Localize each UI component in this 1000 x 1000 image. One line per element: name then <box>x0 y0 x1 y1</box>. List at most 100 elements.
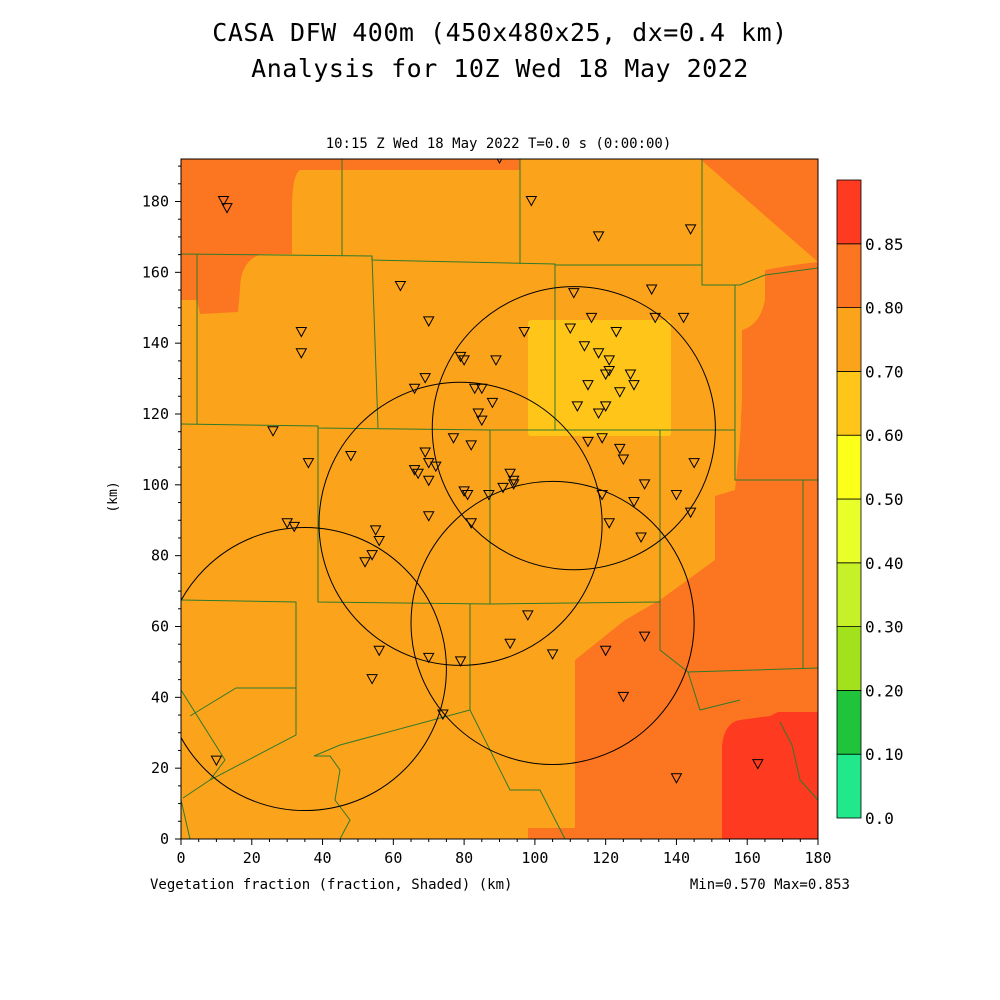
station-marker <box>613 443 626 455</box>
station-marker <box>419 447 432 458</box>
y-tick-label: 80 <box>151 547 169 565</box>
station-marker <box>373 645 386 657</box>
station-marker <box>571 401 584 412</box>
radar-range-ring <box>181 526 447 812</box>
colorbar: 0.0 0.10 0.20 0.30 0.40 0.50 0.60 0.70 0.80 0.85 <box>836 179 904 828</box>
station-marker <box>578 341 591 352</box>
station-marker <box>369 525 382 536</box>
station-marker <box>465 440 478 451</box>
station-marker <box>366 674 378 685</box>
colorbar-swatch <box>836 243 862 309</box>
x-axis: 0 20 40 60 80 100 120 140 160 180 <box>176 839 832 867</box>
station-marker <box>483 489 495 501</box>
station-marker <box>599 401 612 412</box>
y-axis: 0 20 40 60 80 100 120 140 160 180 <box>142 165 181 848</box>
station-marker <box>454 656 467 667</box>
colorbar-swatch <box>836 753 862 819</box>
field-region-high-ne <box>575 159 818 839</box>
station-marker <box>295 348 308 359</box>
station-marker <box>486 397 499 409</box>
x-tick-label: 40 <box>314 849 332 867</box>
station-marker <box>518 327 531 338</box>
station-marker <box>628 380 640 391</box>
station-marker <box>670 773 683 784</box>
station-marker <box>419 373 432 384</box>
station-marker <box>628 497 640 508</box>
station-marker <box>507 475 520 487</box>
station-marker <box>422 475 435 487</box>
station-marker <box>490 355 502 366</box>
y-tick-label: 120 <box>142 405 169 423</box>
station-marker <box>564 323 577 335</box>
y-tick-label: 40 <box>151 688 169 706</box>
station-marker <box>497 482 509 494</box>
x-tick-label: 140 <box>663 849 690 867</box>
y-axis-label: (km) <box>106 481 121 512</box>
colorbar-label: 0.20 <box>865 681 904 700</box>
station-marker <box>525 196 538 207</box>
station-marker <box>751 759 764 770</box>
chart-title: CASA DFW 400m (450x480x25, dx=0.4 km) <box>212 18 788 47</box>
y-tick-label: 60 <box>151 618 169 636</box>
station-marker <box>454 351 467 363</box>
station-marker <box>504 638 516 650</box>
station-marker <box>610 327 623 338</box>
min-max-label: Min=0.570 Max=0.853 <box>689 877 850 893</box>
y-tick-label: 100 <box>142 476 169 494</box>
station-marker <box>468 383 481 395</box>
station-marker <box>677 312 690 324</box>
station-marker <box>617 691 630 703</box>
station-marker <box>603 518 616 529</box>
colorbar-label: 0.40 <box>865 554 904 573</box>
station-marker <box>603 366 616 377</box>
station-marker <box>567 288 580 299</box>
station-marker <box>267 426 279 437</box>
x-tick-label: 60 <box>384 849 402 867</box>
station-marker <box>366 550 378 561</box>
station-marker <box>688 458 700 469</box>
station-marker <box>408 383 421 395</box>
station-marker <box>521 610 534 621</box>
station-marker <box>596 489 608 501</box>
station-marker <box>465 518 478 529</box>
colorbar-swatch <box>836 626 862 691</box>
colorbar-swatch <box>836 370 862 436</box>
chart-subtitle: Analysis for 10Z Wed 18 May 2022 <box>251 54 749 83</box>
station-marker <box>458 355 470 366</box>
station-marker <box>412 468 424 480</box>
station-marker <box>472 408 485 420</box>
field-region-low <box>528 320 671 436</box>
field-region-high-s <box>528 828 575 839</box>
county-boundaries <box>181 159 818 839</box>
station-marker <box>599 645 612 657</box>
colorbar-label: 0.10 <box>865 745 904 764</box>
station-marker <box>295 327 308 338</box>
station-marker <box>638 479 651 490</box>
colorbar-swatch <box>836 434 862 500</box>
station-marker <box>638 631 651 643</box>
field-region-max <box>722 712 818 839</box>
x-tick-label: 0 <box>176 849 185 867</box>
station-marker <box>210 755 223 767</box>
station-marker <box>670 489 683 501</box>
colorbar-label: 0.60 <box>865 426 904 445</box>
y-tick-label: 160 <box>142 263 169 281</box>
field-description-label: Vegetation fraction (fraction, Shaded) (… <box>150 877 513 893</box>
x-tick-label: 120 <box>592 849 619 867</box>
station-marker <box>582 436 594 448</box>
station-marker <box>546 649 559 660</box>
colorbar-label: 0.0 <box>865 809 894 828</box>
y-tick-label: 140 <box>142 334 169 352</box>
colorbar-label: 0.80 <box>865 299 904 318</box>
station-marker <box>596 433 608 444</box>
station-marker <box>592 348 605 359</box>
station-marker <box>422 511 435 522</box>
station-marker <box>613 387 626 398</box>
colorbar-swatch <box>836 498 862 564</box>
station-marker <box>617 454 630 466</box>
station-marker <box>475 415 488 427</box>
colorbar-swatch <box>836 562 862 627</box>
station-marker <box>373 536 386 547</box>
x-tick-label: 20 <box>243 849 261 867</box>
